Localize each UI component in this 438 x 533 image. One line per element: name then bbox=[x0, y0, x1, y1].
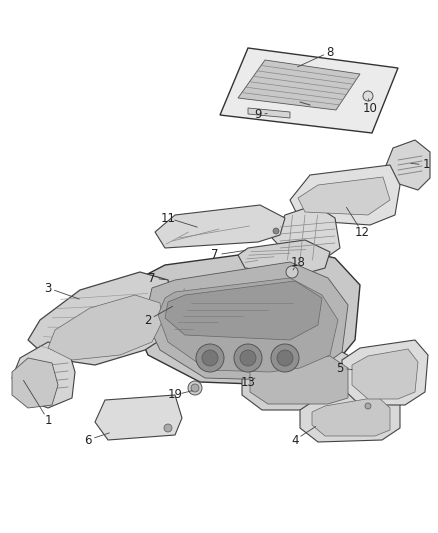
Polygon shape bbox=[165, 281, 322, 340]
Polygon shape bbox=[300, 388, 400, 442]
Text: 2: 2 bbox=[144, 313, 152, 327]
Text: 4: 4 bbox=[291, 433, 299, 447]
Text: 9: 9 bbox=[254, 109, 262, 122]
Text: 1: 1 bbox=[422, 158, 430, 172]
Polygon shape bbox=[242, 348, 362, 410]
Polygon shape bbox=[220, 48, 398, 133]
Text: 18: 18 bbox=[290, 255, 305, 269]
Polygon shape bbox=[238, 60, 360, 110]
Polygon shape bbox=[298, 177, 390, 215]
Circle shape bbox=[188, 381, 202, 395]
Text: 3: 3 bbox=[44, 281, 52, 295]
Text: 13: 13 bbox=[240, 376, 255, 389]
Circle shape bbox=[363, 91, 373, 101]
Circle shape bbox=[202, 350, 218, 366]
Polygon shape bbox=[162, 278, 238, 338]
Polygon shape bbox=[342, 340, 428, 405]
Text: 19: 19 bbox=[167, 389, 183, 401]
Circle shape bbox=[286, 266, 298, 278]
Polygon shape bbox=[12, 342, 75, 408]
Text: 1: 1 bbox=[44, 414, 52, 426]
Circle shape bbox=[277, 350, 293, 366]
Text: 7: 7 bbox=[148, 271, 156, 285]
Polygon shape bbox=[28, 272, 175, 365]
Polygon shape bbox=[250, 356, 348, 404]
Circle shape bbox=[273, 228, 279, 234]
Polygon shape bbox=[95, 395, 182, 440]
Polygon shape bbox=[312, 397, 390, 436]
Circle shape bbox=[234, 344, 262, 372]
Polygon shape bbox=[272, 205, 340, 262]
Polygon shape bbox=[238, 240, 330, 275]
Polygon shape bbox=[155, 205, 285, 248]
Text: 6: 6 bbox=[84, 433, 92, 447]
Circle shape bbox=[196, 344, 224, 372]
Polygon shape bbox=[385, 140, 430, 190]
Text: 7: 7 bbox=[211, 248, 219, 262]
Polygon shape bbox=[12, 358, 58, 408]
Circle shape bbox=[164, 424, 172, 432]
Text: 5: 5 bbox=[336, 361, 344, 375]
Polygon shape bbox=[248, 108, 290, 118]
Polygon shape bbox=[290, 165, 400, 225]
Polygon shape bbox=[48, 295, 162, 360]
Circle shape bbox=[240, 350, 256, 366]
Polygon shape bbox=[352, 349, 418, 399]
Circle shape bbox=[271, 344, 299, 372]
Polygon shape bbox=[130, 248, 360, 385]
Text: 10: 10 bbox=[363, 101, 378, 115]
Polygon shape bbox=[158, 278, 338, 372]
Text: 12: 12 bbox=[354, 225, 370, 238]
Polygon shape bbox=[145, 262, 348, 380]
Circle shape bbox=[365, 403, 371, 409]
Text: 8: 8 bbox=[326, 45, 334, 59]
Circle shape bbox=[191, 384, 199, 392]
Text: 11: 11 bbox=[160, 212, 176, 224]
